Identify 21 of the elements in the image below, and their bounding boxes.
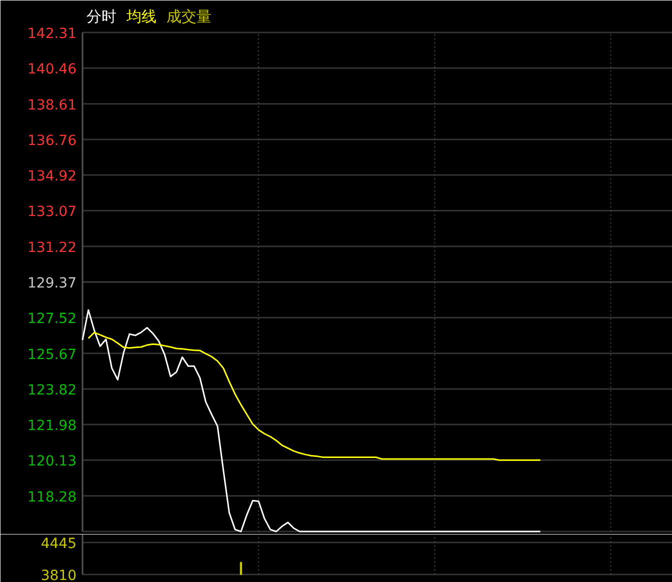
y-tick-label: 133.07	[28, 204, 77, 220]
y-tick-label: 142.31	[28, 26, 77, 42]
y-tick-label: 136.76	[28, 133, 77, 150]
y-tick-label: 120.13	[28, 454, 77, 470]
y-tick-label: 140.46	[28, 62, 77, 78]
y-tick-label: 4445	[40, 536, 77, 552]
y-tick-label: 131.22	[28, 240, 77, 256]
line-series	[88, 332, 542, 461]
y-tick-label: 134.92	[28, 168, 77, 184]
text: 均线	[126, 8, 156, 26]
text: 成交量	[166, 8, 212, 26]
y-tick-label: 138.61	[28, 97, 77, 114]
y-tick-label: 121.98	[28, 418, 77, 434]
text: 分时	[86, 8, 116, 26]
y-tick-label: 127.52	[28, 311, 77, 328]
y-tick-label: 129.37	[28, 276, 77, 292]
y-tick-label: 125.67	[28, 346, 77, 363]
y-tick-label: 123.82	[28, 382, 77, 399]
line-series	[82, 309, 542, 532]
y-tick-label: 118.28	[28, 489, 77, 506]
y-tick-label: 3810	[40, 568, 77, 582]
